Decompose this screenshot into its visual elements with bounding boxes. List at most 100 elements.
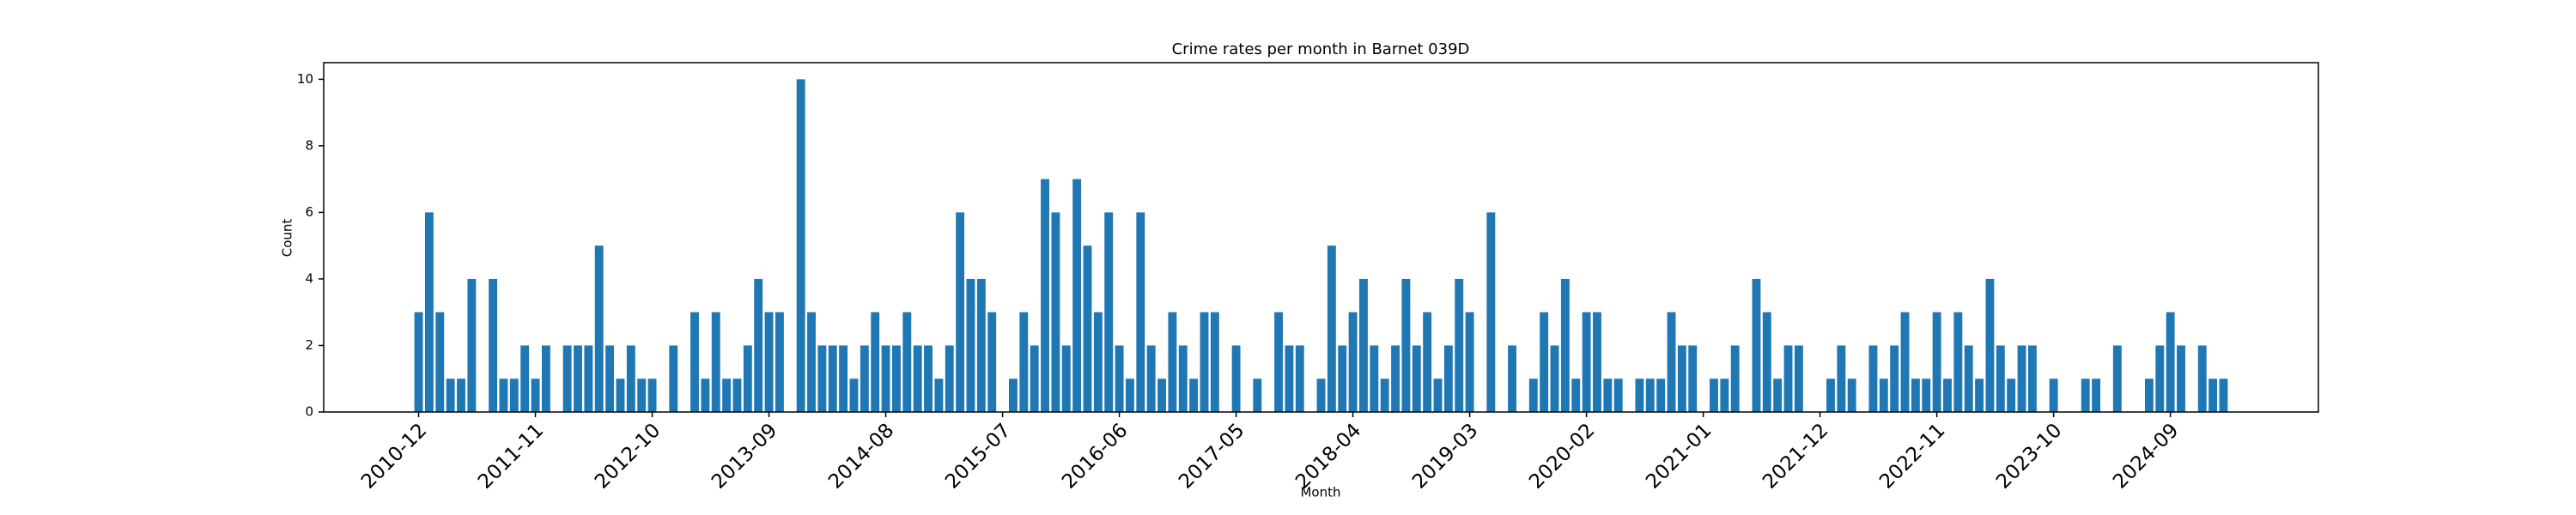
bar: [1847, 379, 1856, 412]
bar: [647, 379, 657, 412]
bar: [1953, 312, 1963, 412]
bar: [987, 312, 997, 412]
bar: [562, 345, 572, 412]
bar: [499, 379, 508, 412]
bar: [531, 379, 540, 412]
bar: [891, 345, 901, 412]
bar: [1423, 312, 1432, 412]
y-tick-label: 4: [305, 270, 313, 286]
bar: [2166, 312, 2175, 412]
x-tick-label: 2023-10: [1992, 419, 2066, 493]
bar: [732, 379, 742, 412]
bar: [1613, 379, 1623, 412]
x-tick-label: 2010-12: [357, 419, 431, 493]
y-axis-label: Count: [280, 219, 295, 258]
bar: [956, 212, 965, 412]
y-tick-label: 8: [305, 137, 313, 153]
x-tick-label: 2014-08: [824, 419, 898, 493]
bar: [2081, 379, 2090, 412]
bar: [1688, 345, 1698, 412]
bar: [1157, 379, 1166, 412]
x-tick-label: 2019-03: [1408, 419, 1482, 493]
bar: [1837, 345, 1846, 412]
bar: [1656, 379, 1666, 412]
bar: [1348, 312, 1358, 412]
bar: [584, 345, 593, 412]
bar: [2197, 345, 2207, 412]
bar: [1168, 312, 1177, 412]
bar: [1433, 379, 1443, 412]
bar: [1391, 345, 1400, 412]
bar: [1083, 245, 1092, 412]
bar: [1104, 212, 1114, 412]
bar: [1900, 312, 1910, 412]
bar: [2017, 345, 2026, 412]
bar: [520, 345, 530, 412]
bar: [1645, 379, 1655, 412]
bar: [1752, 278, 1761, 412]
bar: [2155, 345, 2165, 412]
bar: [1019, 312, 1029, 412]
bar: [881, 345, 890, 412]
bar: [1571, 379, 1581, 412]
bar: [1550, 345, 1559, 412]
bar: [817, 345, 827, 412]
bar: [2092, 379, 2101, 412]
y-tick-label: 6: [305, 204, 313, 220]
bar: [839, 345, 848, 412]
x-tick-label: 2022-11: [1875, 419, 1949, 493]
bar: [2177, 345, 2185, 412]
x-tick-label: 2012-10: [591, 419, 665, 493]
bar: [1911, 379, 1920, 412]
bar: [1008, 379, 1018, 412]
bar: [2144, 379, 2154, 412]
bar: [1285, 345, 1294, 412]
bar: [2027, 345, 2037, 412]
bar: [711, 312, 720, 412]
bar: [1720, 379, 1729, 412]
bar: [1295, 345, 1304, 412]
bar: [605, 345, 615, 412]
bar: [626, 345, 635, 412]
bar: [414, 312, 423, 412]
bar: [924, 345, 933, 412]
bar: [1189, 379, 1199, 412]
x-tick-label: 2015-07: [941, 419, 1015, 493]
bar: [1603, 379, 1613, 412]
bar: [1528, 379, 1538, 412]
bar: [722, 379, 732, 412]
bar: [1443, 345, 1453, 412]
x-tick-label: 2013-09: [708, 419, 781, 493]
bar: [1922, 379, 1931, 412]
bar: [1327, 245, 1336, 412]
bar: [1710, 379, 1718, 412]
bar: [701, 379, 710, 412]
bar: [1794, 345, 1803, 412]
bar: [1465, 312, 1474, 412]
bar: [1996, 345, 2005, 412]
bar: [1146, 345, 1156, 412]
bar: [945, 345, 954, 412]
bar: [1359, 278, 1368, 412]
x-tick-label: 2011-11: [474, 419, 548, 493]
bar: [1635, 379, 1644, 412]
bar: [1051, 212, 1060, 412]
x-axis-label: Month: [1300, 485, 1340, 500]
bar: [541, 345, 550, 412]
bar: [1412, 345, 1421, 412]
bar: [1231, 345, 1241, 412]
chart-title: Crime rates per month in Barnet 039D: [1172, 40, 1470, 58]
bar: [1593, 312, 1601, 412]
bar: [902, 312, 912, 412]
bar: [1455, 278, 1464, 412]
bar: [446, 379, 455, 412]
x-tick-label: 2017-05: [1175, 419, 1249, 493]
bar: [1030, 345, 1039, 412]
bar: [1730, 345, 1740, 412]
bar: [1115, 345, 1124, 412]
bar: [1762, 312, 1771, 412]
bar: [2219, 379, 2228, 412]
x-tick-label: 2016-06: [1058, 419, 1132, 493]
bar: [860, 345, 869, 412]
bar: [1093, 312, 1103, 412]
